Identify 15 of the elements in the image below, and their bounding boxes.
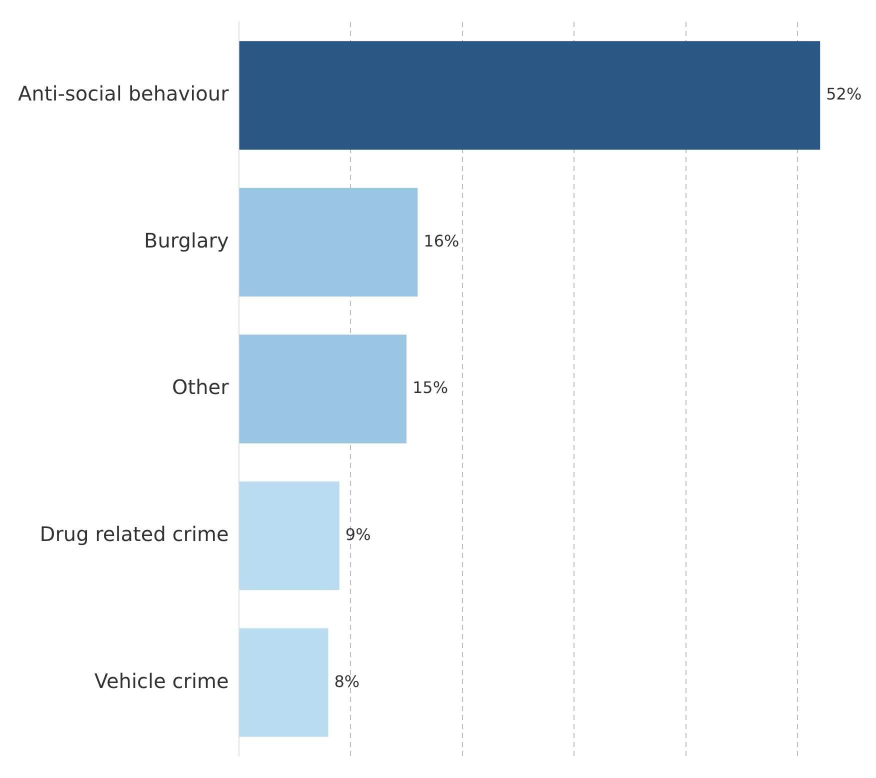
bar — [239, 334, 406, 444]
data-label: 9% — [345, 524, 371, 544]
bar — [239, 41, 820, 150]
bar — [239, 628, 328, 737]
data-label: 8% — [334, 672, 360, 691]
y-tick-label: Anti-social behaviour — [18, 82, 230, 106]
data-label: 52% — [826, 84, 862, 104]
bar — [239, 481, 340, 590]
y-tick-label: Burglary — [144, 228, 229, 252]
bar — [239, 188, 418, 297]
data-label: 16% — [424, 231, 460, 250]
y-tick-label: Vehicle crime — [94, 668, 229, 693]
data-label: 15% — [412, 378, 448, 398]
y-tick-label: Other — [172, 375, 230, 400]
y-tick-label: Drug related crime — [40, 522, 229, 546]
